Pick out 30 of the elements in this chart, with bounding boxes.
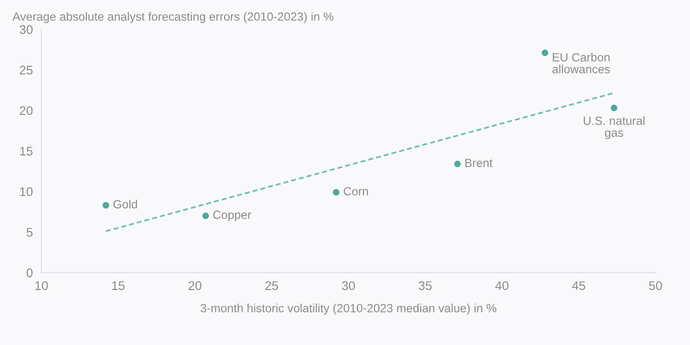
- annotation: U.S. natural gas: [584, 116, 644, 140]
- annotation: Corn: [344, 187, 368, 196]
- y-tick-label: 25: [20, 66, 33, 75]
- y-tick-label: 30: [20, 25, 33, 34]
- x-tick-label: 20: [188, 281, 202, 290]
- x-tick-label: 45: [572, 281, 586, 290]
- y-tick-label: 0: [26, 268, 33, 278]
- x-tick-label: 15: [112, 281, 125, 290]
- x-tick-label: 50: [649, 281, 662, 290]
- point: [102, 202, 110, 209]
- point: [202, 212, 209, 220]
- x-axis-title: 3-month historic volatility (2010-2023 median value) in %: [200, 304, 496, 315]
- x-tick-label: 40: [495, 281, 508, 290]
- y-tick-label: 20: [20, 106, 33, 116]
- x-tick-label: 30: [342, 281, 355, 290]
- annotation: EU Carbon allowances: [552, 52, 610, 74]
- annotation: Gold: [113, 200, 137, 208]
- point: [332, 188, 340, 196]
- x-tick-label: 25: [265, 281, 278, 290]
- y-axis-title: Average absolute analyst forecasting errors (2010-2023) in %: [12, 12, 334, 24]
- x-tick-label: 35: [418, 281, 432, 290]
- y-tick-label: 15: [20, 146, 33, 156]
- x-tick-label: 10: [35, 281, 48, 290]
- annotation: Brent: [465, 158, 493, 168]
- point: [542, 50, 548, 56]
- y-tick-label: 10: [20, 187, 33, 196]
- point: [610, 104, 618, 112]
- y-tick-label: 5: [26, 228, 33, 237]
- point: [454, 160, 461, 168]
- annotation: Copper: [213, 210, 252, 222]
